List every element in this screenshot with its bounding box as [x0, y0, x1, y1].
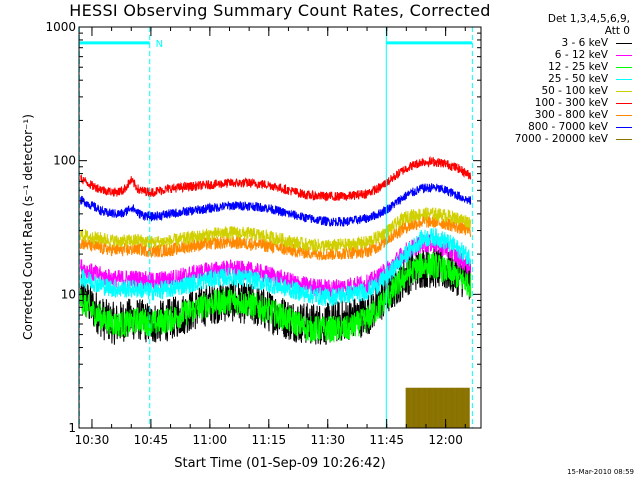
legend-entry: 3 - 6 keV: [478, 37, 638, 49]
legend-label: 300 - 800 keV: [534, 109, 608, 121]
legend-swatch: [616, 139, 632, 140]
legend-header-line-2: Att 0: [604, 25, 630, 37]
legend-swatch: [616, 79, 632, 80]
legend-label: 6 - 12 keV: [554, 49, 608, 61]
x-tick-label: 10:30: [75, 433, 110, 447]
series-2-line: [80, 252, 472, 343]
legend-label: 100 - 300 keV: [534, 97, 608, 109]
y-tick-label: 10: [61, 287, 76, 301]
legend-label: 800 - 7000 keV: [528, 121, 608, 133]
y-tick-label: 1: [68, 421, 76, 435]
legend-entry: 50 - 100 keV: [478, 85, 638, 97]
legend-entry: 25 - 50 keV: [478, 73, 638, 85]
legend-swatch: [616, 55, 632, 56]
plot-frame: [78, 26, 482, 429]
chart-title: HESSI Observing Summary Count Rates, Cor…: [69, 1, 491, 20]
timestamp: 15-Mar-2010 08:59: [567, 468, 634, 476]
legend: Det 1,3,4,5,6,9, Att 0 3 - 6 keV 6 - 12 k…: [478, 13, 638, 145]
y-axis-label: Corrected Count Rate (s⁻¹ detector⁻¹): [21, 114, 35, 340]
legend-swatch: [616, 91, 632, 92]
series-4-line: [80, 207, 472, 252]
legend-label: 25 - 50 keV: [548, 73, 608, 85]
x-tick-label: 11:15: [252, 433, 287, 447]
legend-swatch: [616, 67, 632, 68]
x-tick-label: 10:45: [134, 433, 169, 447]
legend-entry: 7000 - 20000 keV: [478, 133, 638, 145]
x-tick-label: 11:45: [369, 433, 404, 447]
series-3-line: [80, 228, 472, 307]
legend-label: 50 - 100 keV: [541, 85, 608, 97]
legend-entry: 800 - 7000 keV: [478, 121, 638, 133]
x-tick-label: 11:00: [193, 433, 228, 447]
x-tick-label: 11:30: [310, 433, 345, 447]
legend-swatch: [616, 127, 632, 128]
legend-swatch: [616, 103, 632, 104]
series-0-line: [80, 246, 472, 345]
legend-entry: 300 - 800 keV: [478, 109, 638, 121]
legend-swatch: [616, 43, 632, 44]
legend-header-line-1: Det 1,3,4,5,6,9,: [547, 13, 630, 25]
y-tick-label: 100: [53, 154, 76, 168]
series-5-line: [80, 155, 472, 202]
y-tick-label: 1000: [45, 20, 76, 34]
annotation-text-6: N: [156, 39, 163, 50]
x-axis-label: Start Time (01-Sep-09 10:26:42): [174, 456, 385, 471]
series-layer: [80, 155, 472, 428]
legend-label: 12 - 25 keV: [548, 61, 608, 73]
legend-entries: 3 - 6 keV 6 - 12 keV 12 - 25 keV 25 - 50 ke…: [478, 37, 638, 145]
legend-label: 3 - 6 keV: [561, 37, 608, 49]
legend-entry: 6 - 12 keV: [478, 49, 638, 61]
legend-entry: 12 - 25 keV: [478, 61, 638, 73]
x-tick-label: 12:00: [428, 433, 463, 447]
axis-layer: 1 10 100 1000 10:30 10:45 11:00 11:15 11:30 11:45…: [45, 20, 482, 447]
series-7-line: [80, 183, 472, 227]
legend-label: 7000 - 20000 keV: [514, 133, 608, 145]
legend-entry: 100 - 300 keV: [478, 97, 638, 109]
legend-swatch: [616, 115, 632, 116]
series-8-fill: [405, 387, 470, 428]
